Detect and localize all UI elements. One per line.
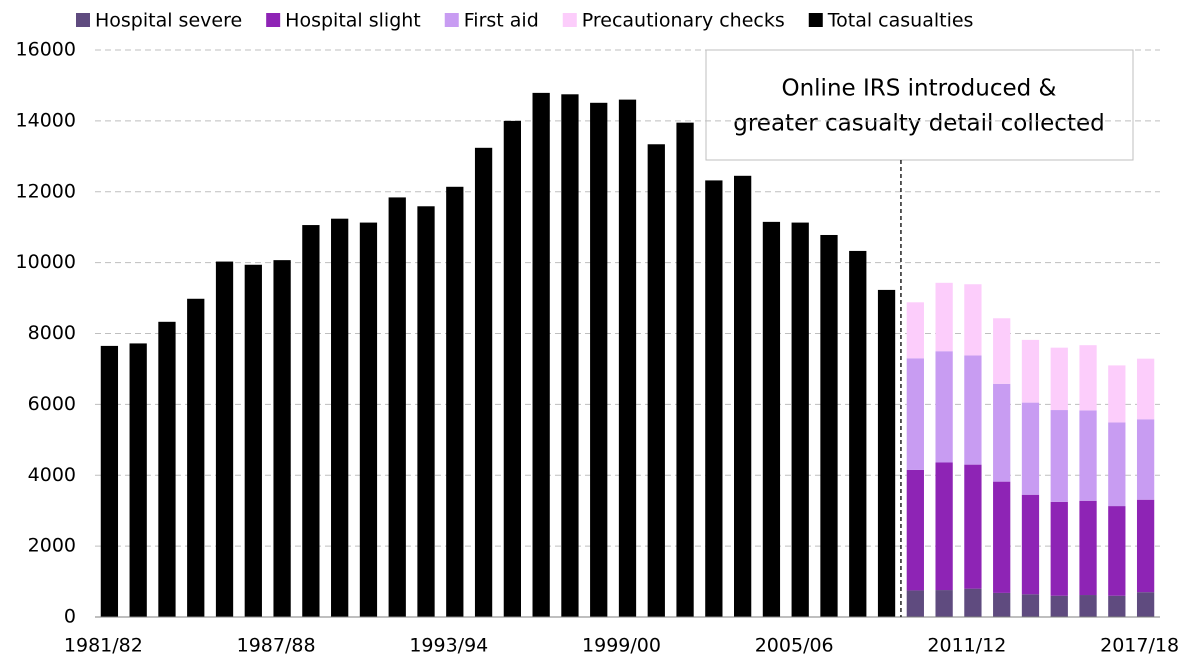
bar-segment — [820, 234, 838, 617]
bar-segment — [849, 250, 867, 618]
bar-segment — [1021, 402, 1040, 495]
bar-segment — [964, 355, 982, 465]
y-tick-label: 2000 — [28, 535, 76, 557]
bar-segment — [158, 321, 176, 617]
bar-segment — [417, 206, 435, 618]
bar-segment — [734, 175, 752, 617]
bar-segment — [1050, 501, 1068, 596]
bar-segment — [388, 197, 406, 618]
bar-segment — [187, 298, 205, 617]
legend-label: Hospital severe — [95, 10, 242, 32]
legend-label: First aid — [464, 10, 539, 32]
legend-swatch — [266, 13, 281, 27]
bar-segment — [993, 383, 1011, 482]
annotation: Online IRS introduced & — [781, 76, 1056, 102]
legend-label: Hospital slight — [285, 10, 421, 32]
bar-segment — [1021, 494, 1040, 595]
bar-segment — [1021, 339, 1040, 403]
legend-label: Total casualties — [827, 10, 974, 32]
legend-swatch — [562, 13, 577, 27]
bar-segment — [993, 481, 1011, 593]
bar-segment — [532, 92, 550, 617]
bar-segment — [935, 282, 953, 352]
bar-segment — [1079, 410, 1097, 501]
y-tick-label: 4000 — [28, 464, 76, 486]
bar-segment — [1136, 419, 1155, 500]
bar-segment — [993, 318, 1011, 384]
bar-segment — [100, 345, 119, 617]
bar-segment — [244, 264, 262, 617]
bar-segment — [1050, 595, 1068, 617]
bar-segment — [877, 289, 896, 617]
bar-segment — [1021, 594, 1040, 617]
y-tick-label: 12000 — [16, 180, 76, 202]
y-tick-label: 8000 — [28, 322, 76, 344]
bar-segment — [964, 588, 982, 617]
bar-segment — [1050, 410, 1068, 502]
legend-swatch — [76, 13, 90, 27]
bar-segment — [503, 120, 521, 617]
bar-segment — [215, 261, 234, 617]
legend-label: Precautionary checks — [582, 10, 785, 32]
bar-segment — [762, 221, 781, 617]
annotation-box — [705, 49, 1134, 161]
x-tick-label: 2005/06 — [755, 635, 834, 657]
bar-segment — [1079, 500, 1097, 596]
y-tick-label: 16000 — [16, 39, 76, 61]
bar-segment — [906, 590, 924, 617]
bar-segment — [1108, 595, 1126, 617]
x-tick-label: 1987/88 — [237, 635, 316, 657]
bar-segment — [964, 284, 982, 356]
bar-segment — [935, 590, 953, 617]
bar-segment — [906, 358, 924, 470]
bar-segment — [618, 99, 637, 618]
x-tick-label: 2017/18 — [1100, 635, 1179, 657]
bar-segment — [791, 222, 809, 617]
bar-segment — [647, 144, 665, 618]
y-tick-label: 14000 — [16, 109, 76, 131]
legend-swatch — [444, 13, 459, 27]
bar-segment — [993, 592, 1011, 617]
bar-segment — [561, 94, 579, 617]
x-tick-label: 1993/94 — [409, 635, 488, 657]
bar-segment — [935, 351, 953, 463]
y-tick-label: 10000 — [16, 251, 76, 273]
bar-segment — [273, 260, 291, 617]
bar-segment — [590, 102, 608, 617]
bar-segment — [359, 222, 378, 617]
x-tick-label: 1999/00 — [582, 635, 661, 657]
bar-segment — [129, 343, 147, 617]
bar-segment — [1136, 358, 1155, 420]
bar-segment — [1108, 506, 1126, 596]
legend-swatch — [808, 13, 823, 27]
bar-segment — [1079, 595, 1097, 617]
bar-segment — [906, 302, 924, 359]
x-tick-label: 2011/12 — [927, 635, 1006, 657]
y-tick-label: 6000 — [28, 393, 76, 415]
bar-segment — [1108, 365, 1126, 423]
bar-segment — [676, 122, 694, 617]
bar-segment — [1050, 347, 1068, 411]
bar-segment — [446, 186, 464, 617]
bar-segment — [302, 225, 320, 617]
x-tick-label: 1981/82 — [64, 635, 143, 657]
bar-segment — [906, 469, 924, 591]
bar-segment — [331, 218, 349, 617]
bar-segment — [935, 462, 953, 591]
annotation: greater casualty detail collected — [733, 111, 1104, 137]
bar-segment — [1136, 499, 1155, 593]
bar-segment — [1079, 345, 1097, 411]
bar-segment — [474, 147, 493, 617]
y-tick-label: 0 — [64, 606, 76, 628]
bar-segment — [964, 464, 982, 589]
bar-segment — [705, 180, 723, 617]
bar-segment — [1108, 422, 1126, 507]
bar-segment — [1136, 592, 1155, 617]
